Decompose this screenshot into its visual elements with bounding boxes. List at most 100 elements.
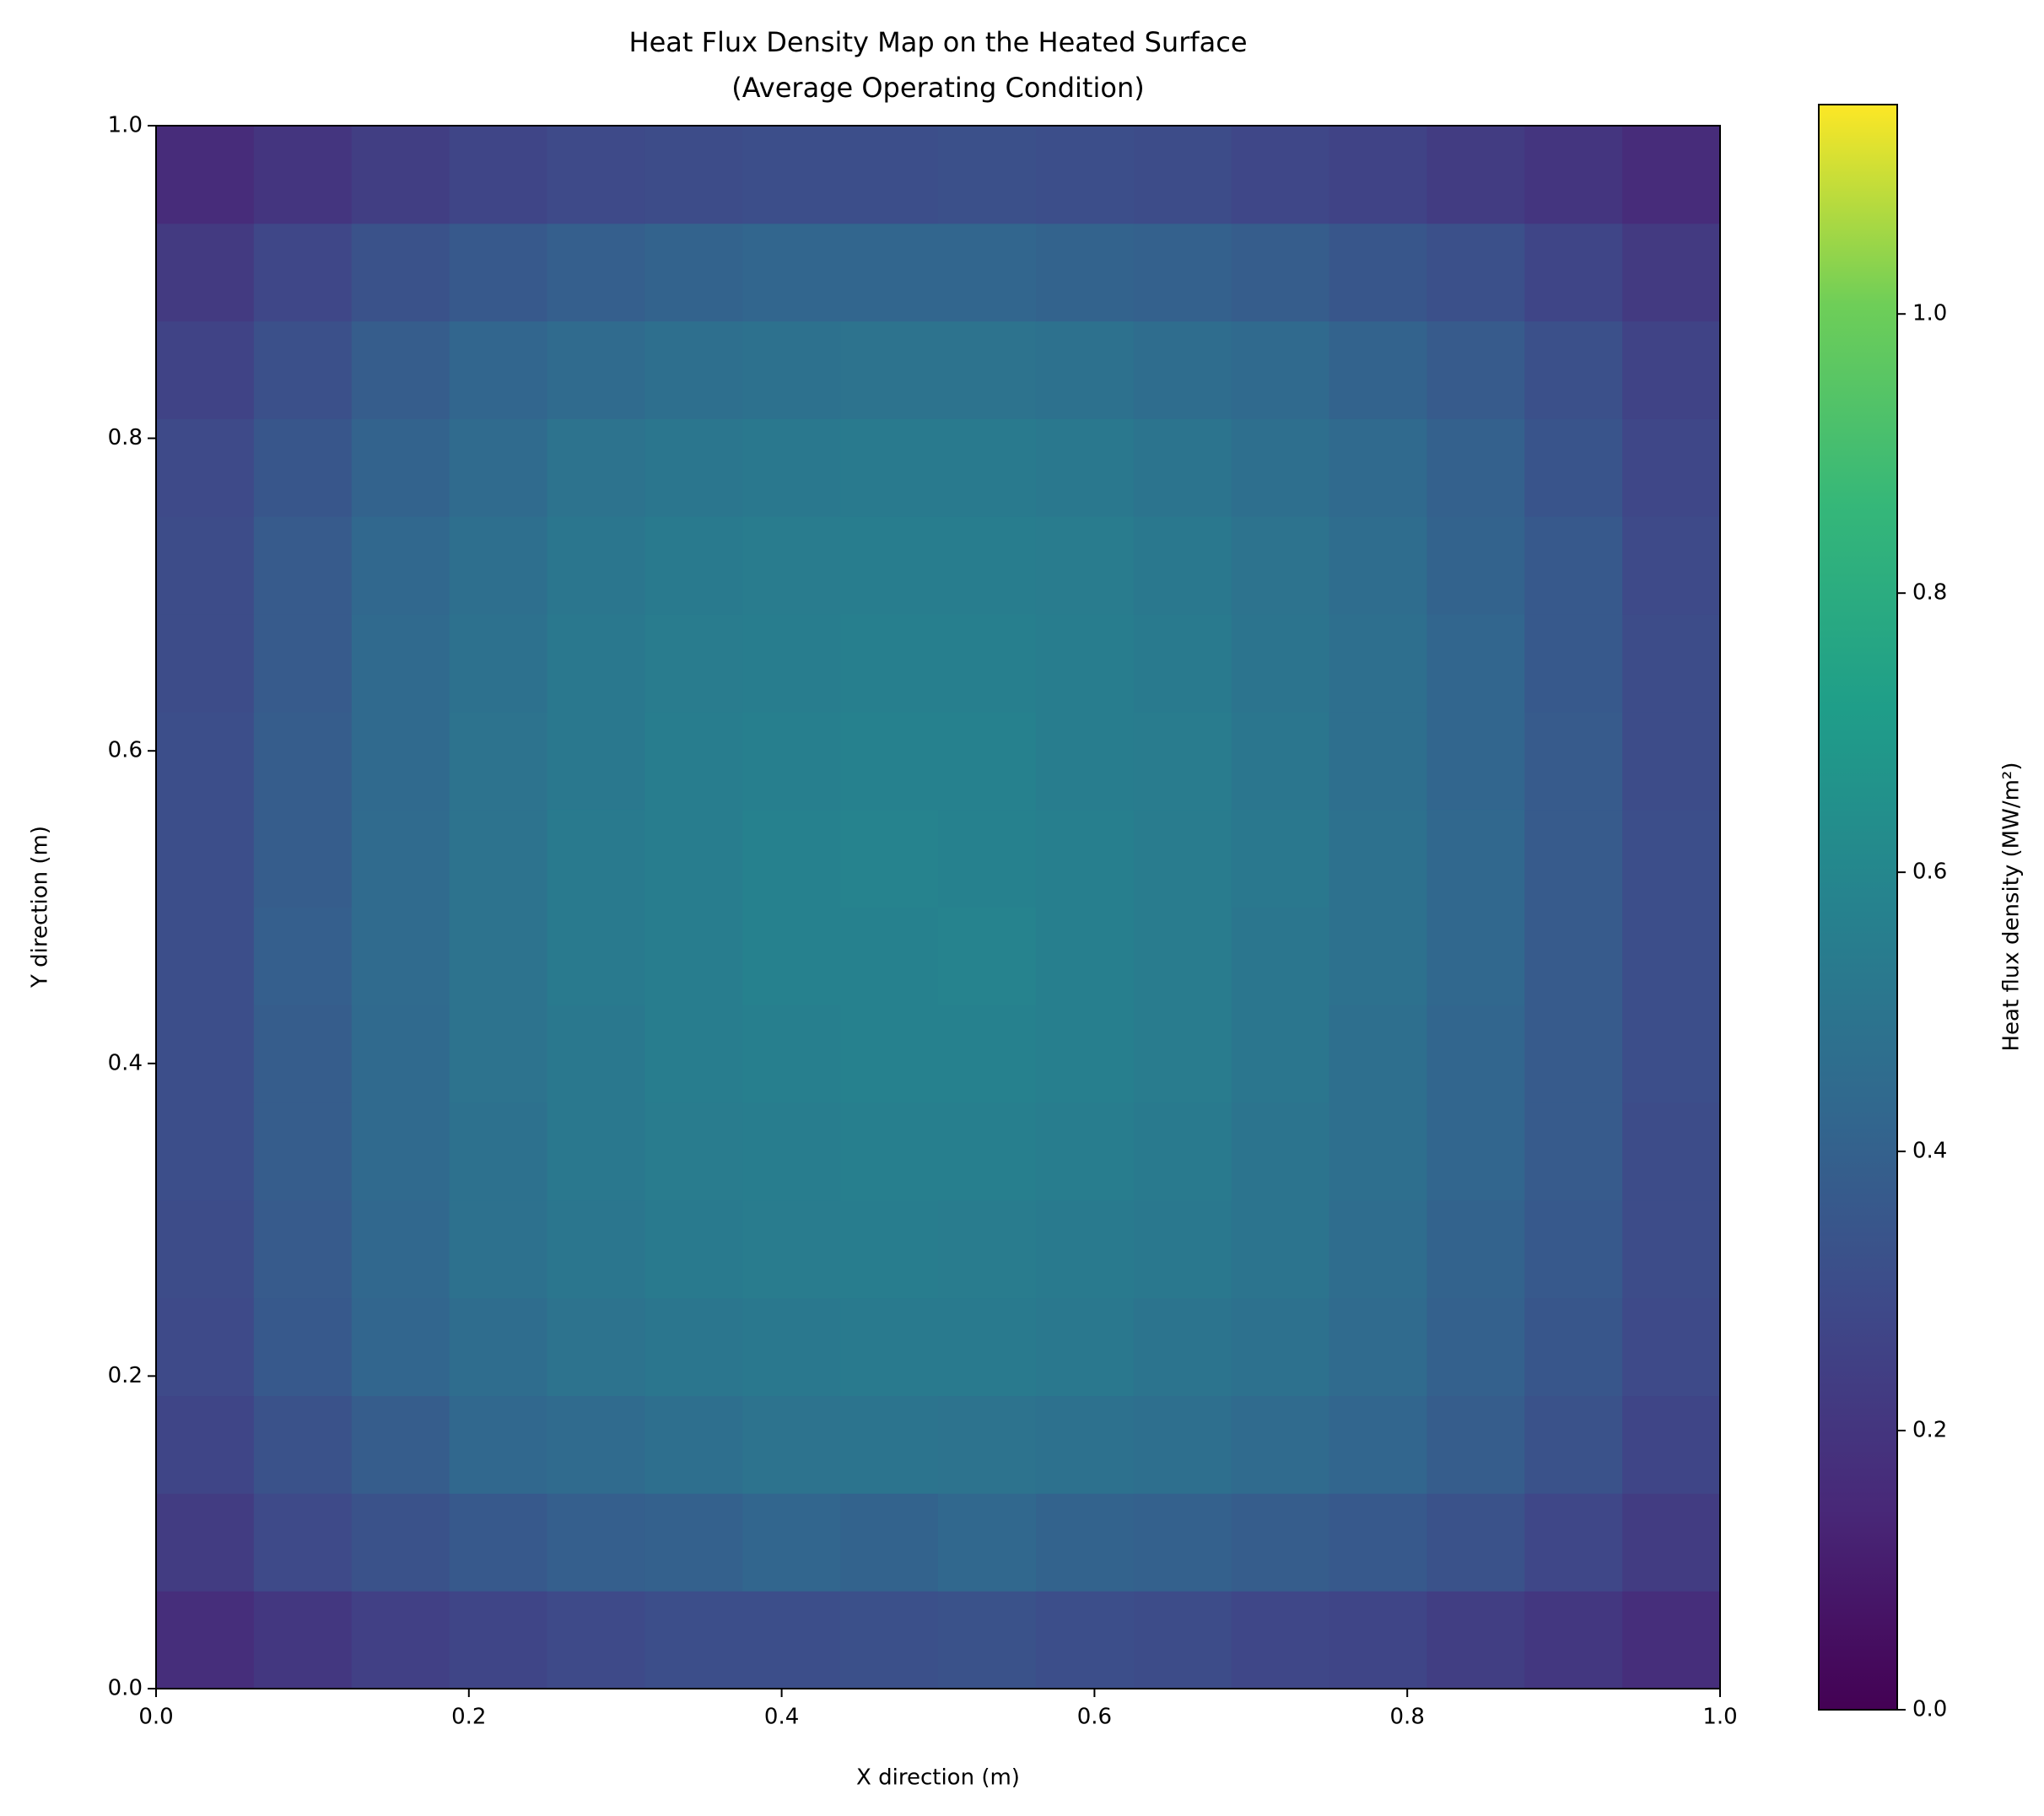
heat-cell: [938, 711, 1037, 811]
heat-cell: [1622, 126, 1721, 224]
heat-cell: [1231, 223, 1329, 322]
heat-cell: [547, 1591, 645, 1689]
heat-cell: [938, 1199, 1037, 1299]
heat-cell: [1329, 516, 1427, 615]
heat-cell: [644, 1591, 743, 1689]
y-tick-label: 0.6: [108, 738, 143, 763]
heat-cell: [938, 1591, 1037, 1689]
heat-cell: [449, 1102, 547, 1201]
heat-cell: [1622, 1297, 1721, 1397]
heat-cell: [1524, 614, 1623, 713]
heat-cell: [1035, 126, 1135, 224]
heat-cell: [1524, 1199, 1623, 1299]
heat-cell: [1329, 126, 1427, 224]
heat-cell: [1426, 1591, 1525, 1689]
heat-cell: [742, 809, 841, 908]
heat-cell: [1426, 1005, 1525, 1103]
y-tick-label: 0.2: [108, 1363, 143, 1388]
heat-cell: [1426, 516, 1525, 615]
heat-cell: [1231, 126, 1329, 224]
colorbar-tick-label: 0.0: [1912, 1697, 1947, 1722]
heat-cell: [1133, 1395, 1232, 1494]
heat-cell: [742, 1199, 841, 1299]
heat-cell: [351, 809, 450, 908]
heat-cell: [1524, 711, 1623, 811]
heat-cell: [938, 1493, 1037, 1592]
heat-cell: [1231, 516, 1329, 615]
heat-cell: [351, 907, 450, 1005]
heat-cell: [547, 809, 645, 908]
heat-cell: [1035, 321, 1135, 419]
heat-cell: [1426, 1102, 1525, 1201]
heat-cell: [1622, 1591, 1721, 1689]
heat-cell: [1622, 1493, 1721, 1592]
heat-cell: [1426, 418, 1525, 517]
heat-cell: [1329, 1005, 1427, 1103]
heat-cell: [351, 614, 450, 713]
colorbar-label: Heat flux density (MW/m²): [1999, 763, 2025, 1052]
heat-cell: [938, 907, 1037, 1005]
heat-cell: [1133, 711, 1232, 811]
heat-cell: [1329, 321, 1427, 419]
heat-cell: [840, 126, 939, 224]
heat-cell: [644, 1493, 743, 1592]
heat-cell: [1329, 1199, 1427, 1299]
heat-cell: [156, 516, 255, 615]
heat-cell: [840, 614, 939, 713]
heat-cell: [449, 1591, 547, 1689]
heat-cell: [644, 1102, 743, 1201]
heat-cell: [938, 1102, 1037, 1201]
heat-cell: [1133, 809, 1232, 908]
heat-cell: [742, 1493, 841, 1592]
heat-cell: [351, 1102, 450, 1201]
heat-cell: [449, 711, 547, 811]
heat-cell: [1035, 1297, 1135, 1397]
heat-cell: [253, 1199, 353, 1299]
heat-cell: [742, 1102, 841, 1201]
x-tick-label: 1.0: [1702, 1705, 1737, 1730]
heat-cell: [1035, 809, 1135, 908]
heat-cell: [547, 1493, 645, 1592]
heat-cell: [253, 126, 353, 224]
heat-cell: [156, 126, 255, 224]
heat-cell: [1329, 614, 1427, 713]
heat-cell: [1426, 1199, 1525, 1299]
heat-cell: [449, 1297, 547, 1397]
heat-cell: [156, 809, 255, 908]
heat-cell: [1231, 1493, 1329, 1592]
heat-cell: [840, 907, 939, 1005]
heat-cell: [1622, 1102, 1721, 1201]
heat-cell: [547, 1199, 645, 1299]
heat-cell: [449, 516, 547, 615]
colorbar: [1818, 104, 1898, 1711]
heat-cell: [644, 418, 743, 517]
heat-cell: [644, 321, 743, 419]
heat-cell: [351, 418, 450, 517]
heat-cell: [1329, 1297, 1427, 1397]
heat-cell: [840, 1199, 939, 1299]
heat-cell: [938, 126, 1037, 224]
heat-cell: [742, 126, 841, 224]
heat-cell: [840, 1395, 939, 1494]
heat-cell: [644, 1297, 743, 1397]
heat-cell: [1231, 1395, 1329, 1494]
heat-cell: [1231, 614, 1329, 713]
heat-cell: [253, 809, 353, 908]
heat-cell: [1622, 418, 1721, 517]
heat-cell: [840, 321, 939, 419]
heat-cell: [547, 907, 645, 1005]
heat-cell: [1329, 1395, 1427, 1494]
heat-cell: [449, 126, 547, 224]
heat-cell: [1622, 711, 1721, 811]
heat-cell: [449, 1493, 547, 1592]
heat-cell: [1133, 1493, 1232, 1592]
heat-cell: [547, 321, 645, 419]
heat-cell: [1426, 223, 1525, 322]
heat-cell: [1622, 1005, 1721, 1103]
heat-cell: [449, 1005, 547, 1103]
heat-cell: [547, 711, 645, 811]
heat-cell: [253, 321, 353, 419]
heat-cell: [253, 1102, 353, 1201]
heat-cell: [1133, 321, 1232, 419]
